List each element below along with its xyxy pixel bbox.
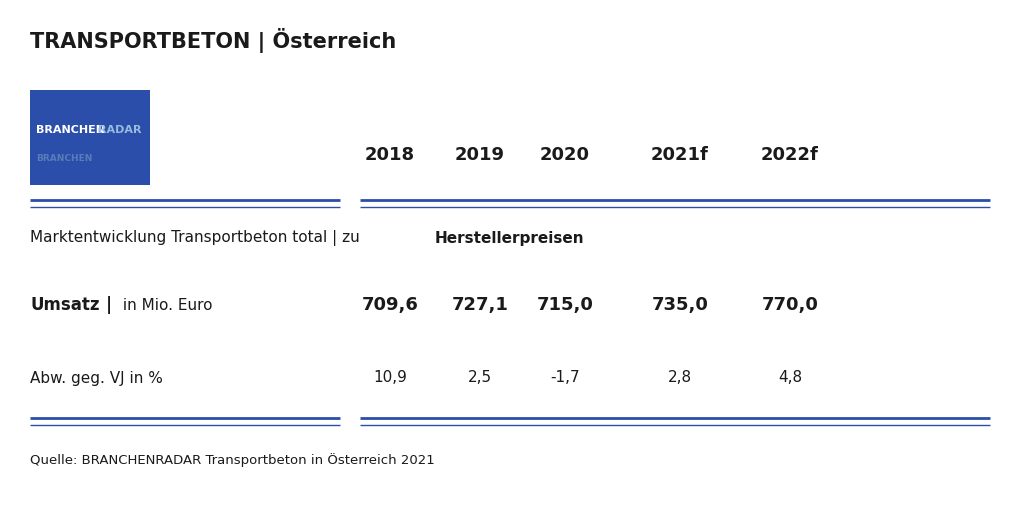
Text: |: | (106, 296, 112, 314)
Text: Quelle: BRANCHENRADAR Transportbeton in Österreich 2021: Quelle: BRANCHENRADAR Transportbeton in … (30, 453, 434, 467)
Text: 2021f: 2021f (651, 146, 709, 164)
Text: 727,1: 727,1 (451, 296, 508, 314)
Text: BRANCHEN: BRANCHEN (36, 125, 105, 135)
Text: 709,6: 709,6 (362, 296, 418, 314)
Text: 2,8: 2,8 (668, 370, 692, 385)
Text: 715,0: 715,0 (536, 296, 594, 314)
Text: Abw. geg. VJ in %: Abw. geg. VJ in % (30, 370, 163, 385)
Text: BRANCHEN: BRANCHEN (36, 154, 92, 163)
Text: 10,9: 10,9 (373, 370, 407, 385)
Text: 2019: 2019 (454, 146, 505, 164)
Text: 2018: 2018 (365, 146, 415, 164)
Text: 2020: 2020 (540, 146, 590, 164)
Text: in Mio. Euro: in Mio. Euro (118, 297, 212, 313)
FancyBboxPatch shape (30, 90, 150, 185)
Text: RADAR: RADAR (98, 125, 141, 135)
Text: TRANSPORTBETON | Österreich: TRANSPORTBETON | Österreich (30, 28, 396, 53)
Text: 4,8: 4,8 (778, 370, 802, 385)
Text: -1,7: -1,7 (550, 370, 580, 385)
Text: 2,5: 2,5 (468, 370, 492, 385)
Text: 735,0: 735,0 (651, 296, 708, 314)
Text: 770,0: 770,0 (762, 296, 818, 314)
Text: Umsatz: Umsatz (30, 296, 100, 314)
Text: Marktentwicklung Transportbeton total | zu: Marktentwicklung Transportbeton total | … (30, 230, 365, 246)
Text: Herstellerpreisen: Herstellerpreisen (435, 230, 585, 245)
Text: 2022f: 2022f (762, 146, 819, 164)
